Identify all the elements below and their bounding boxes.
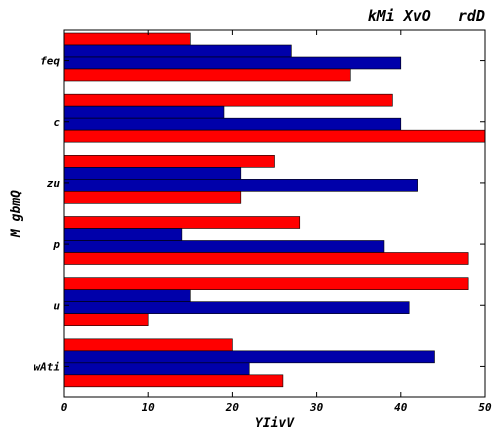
bar-feq-1 (63, 32, 191, 46)
bar-feq-4 (63, 68, 351, 82)
y-tick-label-wAti: wAti (34, 360, 61, 373)
bar-u-2 (63, 289, 191, 302)
plot-frame (63, 29, 486, 398)
bar-c-4 (63, 129, 486, 143)
y-tick-label-zu: zu (47, 177, 61, 190)
bar-zu-1 (63, 155, 275, 168)
x-axis-label: YIivV (255, 416, 295, 431)
bars-layer (63, 32, 486, 388)
bar-wAti-3 (63, 362, 250, 376)
ticks-layer: 0 10 20 30 40 50 feq c zu p u wAti (34, 30, 492, 414)
bar-c-1 (63, 93, 393, 107)
bar-wAti-1 (63, 338, 233, 352)
x-tick-label-30: 30 (309, 401, 324, 414)
x-tick-label-0: 0 (61, 401, 68, 414)
bar-wAti-4 (63, 374, 284, 388)
y-tick-label-u: u (53, 299, 60, 312)
bar-zu-3 (63, 179, 418, 192)
bar-u-3 (63, 301, 410, 314)
bar-u-4 (63, 313, 149, 326)
x-tick-label-20: 20 (225, 401, 240, 414)
bar-c-3 (63, 117, 402, 131)
bar-c-2 (63, 105, 225, 119)
chart-title: kMi XvO rdD (368, 7, 485, 25)
y-tick-label-feq: feq (40, 55, 60, 68)
bar-feq-2 (63, 44, 292, 58)
bar-zu-4 (63, 191, 242, 204)
bar-p-2 (63, 228, 183, 241)
y-axis-label: M gbmQ (9, 190, 24, 238)
bar-p-3 (63, 240, 385, 253)
x-tick-label-10: 10 (142, 401, 156, 414)
bar-feq-3 (63, 56, 402, 70)
bar-u-1 (63, 277, 469, 290)
bar-p-4 (63, 252, 469, 265)
y-tick-label-c: c (53, 116, 60, 129)
bar-zu-2 (63, 167, 242, 180)
bar-p-1 (63, 216, 301, 229)
bar-wAti-2 (63, 350, 435, 364)
y-tick-label-p: p (52, 238, 60, 251)
x-tick-label-50: 50 (478, 401, 492, 414)
x-tick-label-40: 40 (394, 401, 408, 414)
